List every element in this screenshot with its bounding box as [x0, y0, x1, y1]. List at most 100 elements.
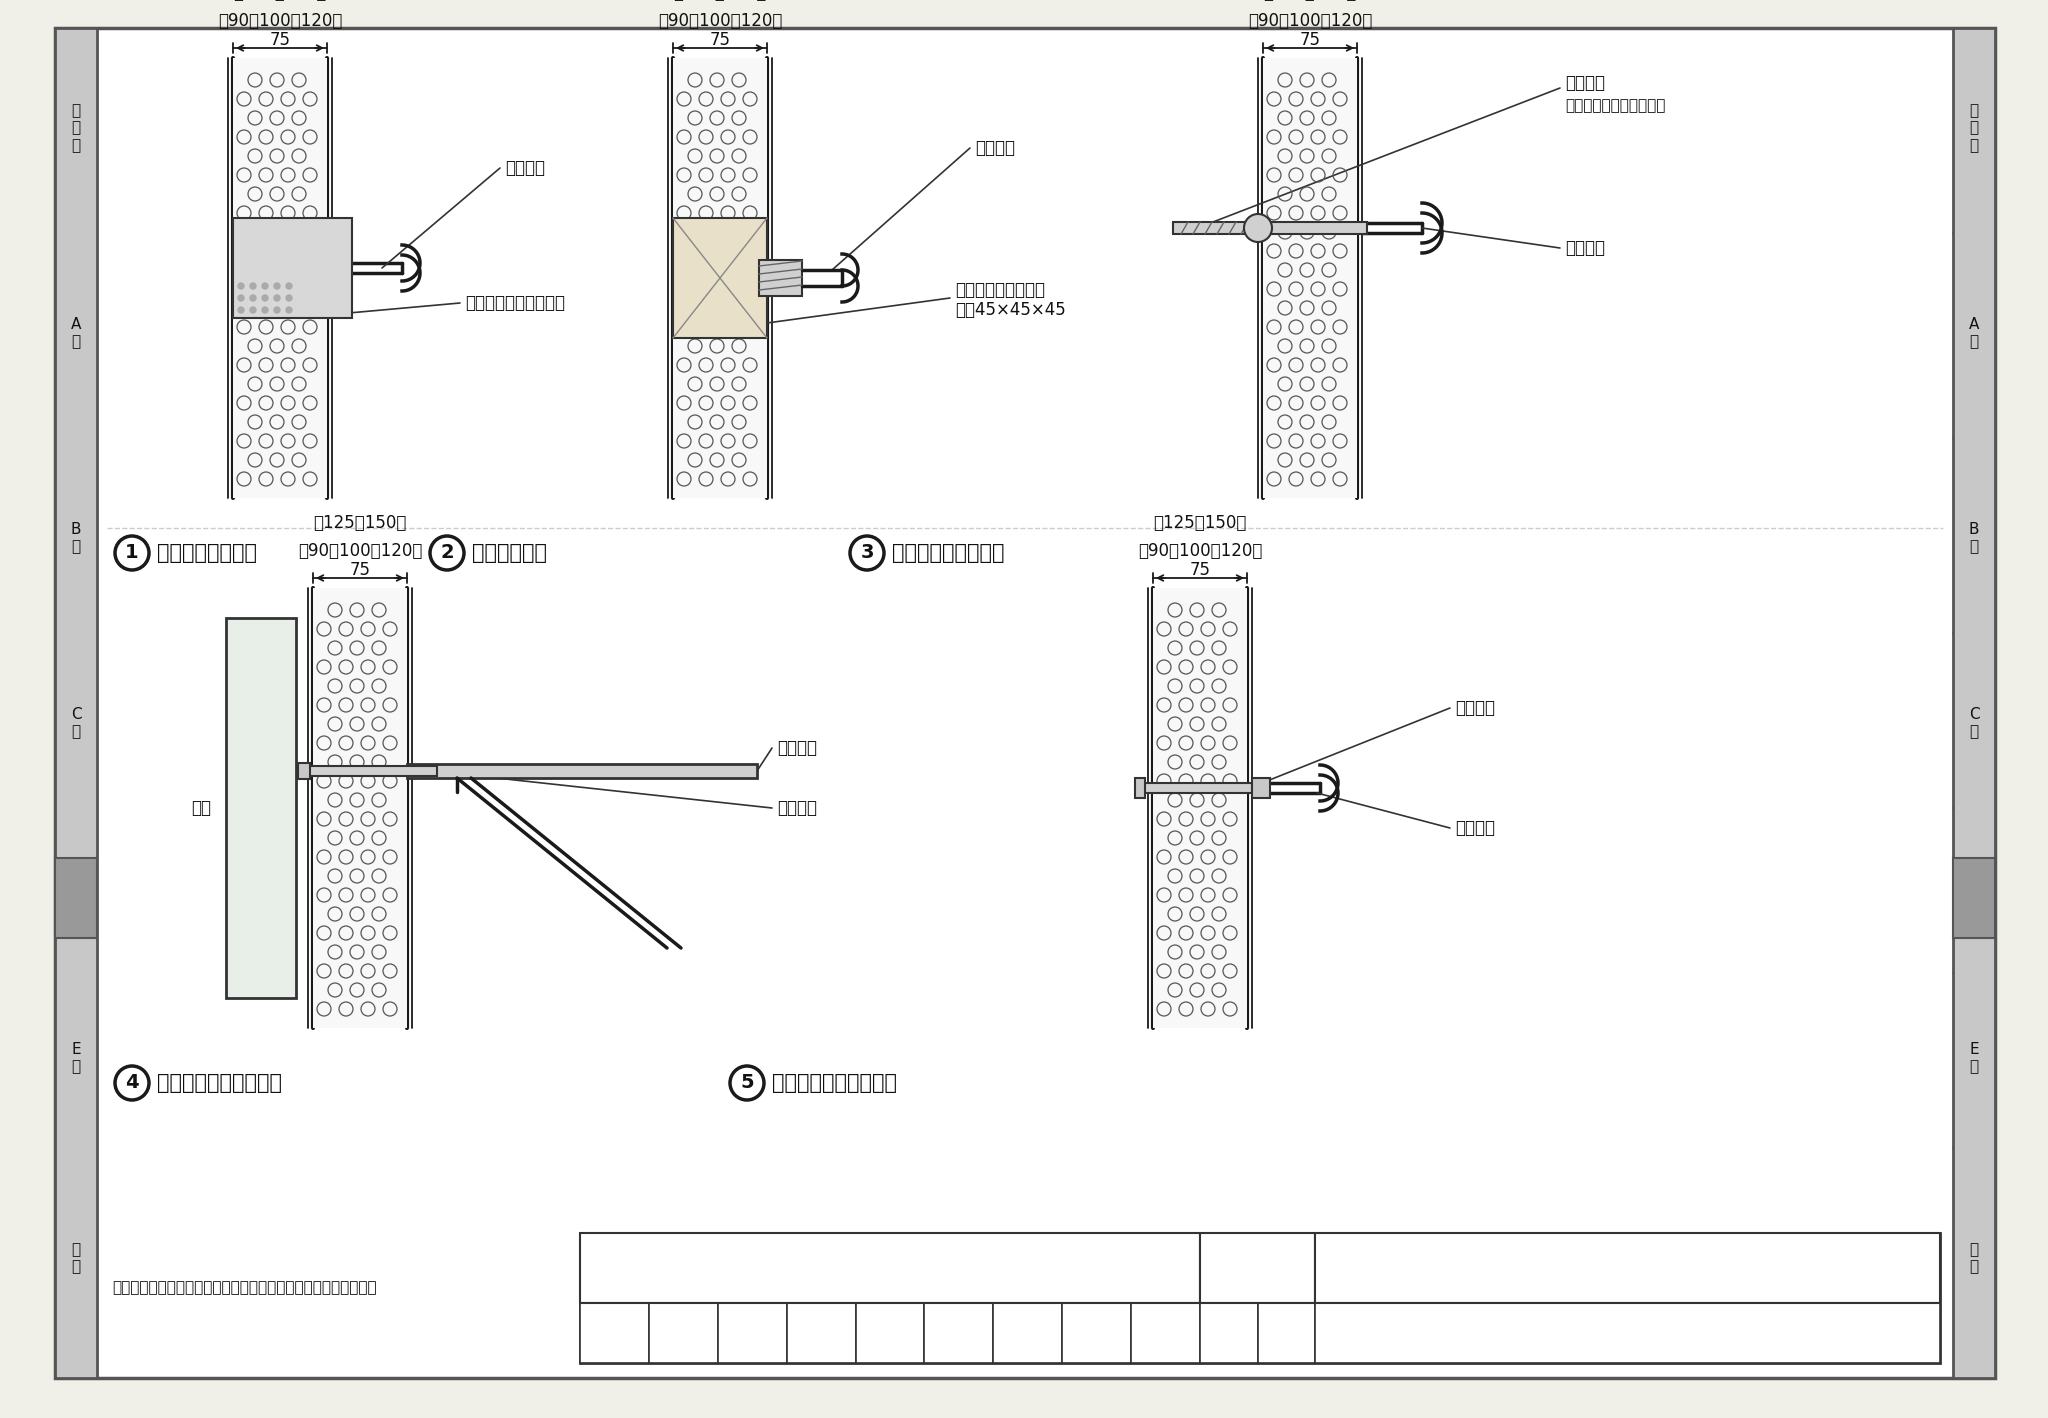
Bar [580, 1234, 1939, 1363]
Bar [1200, 1303, 1257, 1363]
Text: 5: 5 [739, 1073, 754, 1092]
Text: B
型: B 型 [72, 522, 82, 554]
Text: 注：直接使用膨胀螺栓固定的，需提供相同形式固定的检验报告。: 注：直接使用膨胀螺栓固定的，需提供相同形式固定的检验报告。 [113, 1280, 377, 1296]
Bar [307, 766, 436, 776]
Bar [924, 1303, 993, 1363]
Text: （90、100、120）: （90、100、120） [1247, 11, 1372, 30]
Text: C
型: C 型 [1968, 706, 1978, 739]
Text: E
型: E 型 [1970, 1042, 1978, 1075]
Text: 3: 3 [860, 543, 874, 563]
Bar [1954, 28, 1995, 1378]
Text: 2: 2 [440, 543, 455, 563]
Circle shape [238, 295, 244, 301]
Text: （90、100、120）: （90、100、120） [1139, 542, 1262, 560]
Bar [1315, 1303, 1939, 1363]
Text: （90、100、120）: （90、100、120） [217, 11, 342, 30]
Text: 图集号: 图集号 [1243, 1261, 1272, 1276]
Circle shape [287, 295, 293, 301]
Bar [313, 588, 408, 1028]
Text: 后埋钢挂件示意（一）: 后埋钢挂件示意（一） [158, 1073, 283, 1093]
Text: 膨胀螺栓: 膨胀螺栓 [1565, 74, 1606, 92]
Circle shape [262, 284, 268, 289]
Text: （125、150）: （125、150） [674, 0, 766, 1]
Bar [233, 218, 352, 318]
Text: （面板钻孔后直接打入）: （面板钻孔后直接打入） [1565, 98, 1665, 113]
Text: 高宝林: 高宝林 [741, 1326, 764, 1340]
Text: B
型: B 型 [1968, 522, 1978, 554]
Circle shape [238, 308, 244, 313]
Text: A
型: A 型 [1968, 316, 1978, 349]
Bar [580, 1303, 649, 1363]
Circle shape [250, 295, 256, 301]
Bar [1200, 1234, 1315, 1303]
Bar [1315, 1234, 1939, 1303]
Circle shape [274, 295, 281, 301]
Bar [1257, 1303, 1315, 1363]
Circle shape [287, 308, 293, 313]
Text: 设计: 设计 [1020, 1326, 1036, 1340]
Bar [55, 858, 96, 937]
Text: （125、150）: （125、150） [313, 513, 408, 532]
Text: 10J113-1: 10J113-1 [1587, 1259, 1667, 1278]
Text: D
型: D 型 [70, 872, 82, 905]
Circle shape [250, 308, 256, 313]
Text: 后埋钢挂件示意（二）: 后埋钢挂件示意（二） [772, 1073, 897, 1093]
Bar [674, 58, 768, 498]
Bar [717, 1303, 786, 1363]
Text: 杨小东: 杨小东 [1085, 1326, 1108, 1340]
Text: 钢钩挂件: 钢钩挂件 [1454, 820, 1495, 837]
Text: 75: 75 [709, 31, 731, 50]
Circle shape [262, 295, 268, 301]
Circle shape [262, 308, 268, 313]
Bar [786, 1303, 856, 1363]
Bar [1130, 1303, 1200, 1363]
Circle shape [250, 284, 256, 289]
Bar [225, 618, 297, 998]
Text: （90、100、120）: （90、100、120） [657, 11, 782, 30]
Text: 开孔用粘接结剂预埋: 开孔用粘接结剂预埋 [954, 281, 1044, 299]
Text: 细石混凝土预埋件构件: 细石混凝土预埋件构件 [465, 294, 565, 312]
Bar [1153, 588, 1247, 1028]
Text: 钢钩挂件: 钢钩挂件 [1565, 240, 1606, 257]
Bar [1174, 223, 1366, 234]
Bar [233, 58, 328, 498]
Text: 页: 页 [1225, 1326, 1233, 1340]
Text: 墙板: 墙板 [190, 798, 211, 817]
Text: 木方预埋示意: 木方预埋示意 [471, 543, 547, 563]
Text: 高宝林: 高宝林 [672, 1326, 694, 1340]
Text: 附
录: 附 录 [1970, 1242, 1978, 1275]
Bar [299, 763, 309, 778]
Text: 吊配挂件: 吊配挂件 [975, 139, 1016, 157]
Bar [55, 28, 96, 1378]
Text: 审核: 审核 [606, 1326, 623, 1340]
Bar [1063, 1303, 1130, 1363]
Bar [1135, 778, 1145, 798]
Text: 总
说
明: 总 说 明 [72, 104, 80, 153]
Bar [856, 1303, 924, 1363]
Text: 75: 75 [350, 562, 371, 579]
Text: 钢钩挂件: 钢钩挂件 [506, 159, 545, 177]
Text: D
型: D 型 [1968, 872, 1980, 905]
Bar [1251, 778, 1270, 798]
Bar [1143, 783, 1257, 793]
Bar [1264, 58, 1358, 498]
Text: 4: 4 [125, 1073, 139, 1092]
Circle shape [274, 308, 281, 313]
Text: （90、100、120）: （90、100、120） [297, 542, 422, 560]
Text: 75: 75 [1300, 31, 1321, 50]
Bar [674, 218, 768, 337]
Text: 膨胀螺栓钢挂件示意: 膨胀螺栓钢挂件示意 [893, 543, 1004, 563]
Circle shape [238, 284, 244, 289]
Text: C
型: C 型 [72, 706, 82, 739]
Text: 1: 1 [125, 543, 139, 563]
Circle shape [274, 284, 281, 289]
Text: 杨小东: 杨小东 [1155, 1326, 1178, 1340]
Text: 水泥砂浆预埋示意: 水泥砂浆预埋示意 [158, 543, 256, 563]
Text: （125、150）: （125、150） [1264, 0, 1356, 1]
Text: 穿墙螺栓: 穿墙螺栓 [776, 798, 817, 817]
Bar [649, 1303, 717, 1363]
Text: 75: 75 [1190, 562, 1210, 579]
Text: 聚苯颗粒水泥条板预埋件、吊挂件节点图: 聚苯颗粒水泥条板预埋件、吊挂件节点图 [784, 1259, 995, 1278]
Text: D16: D16 [1610, 1324, 1645, 1341]
Circle shape [287, 284, 293, 289]
